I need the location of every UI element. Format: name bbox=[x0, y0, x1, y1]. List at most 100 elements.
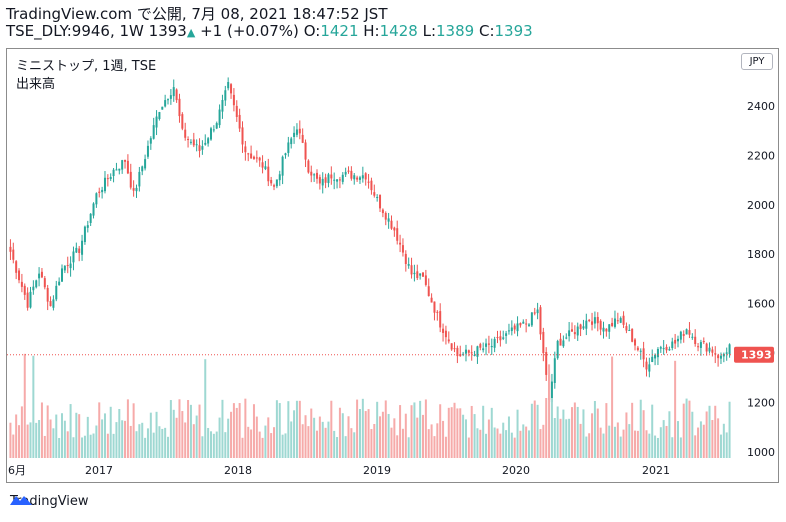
change: +1 (+0.07%) bbox=[200, 22, 299, 40]
x-tick-label: 6月 bbox=[8, 464, 26, 477]
volume-bar bbox=[55, 414, 58, 458]
candle-body bbox=[634, 339, 637, 346]
footer-brand[interactable]: TradingView bbox=[10, 494, 89, 509]
candle-body bbox=[582, 326, 585, 329]
volume-bar bbox=[479, 429, 482, 458]
candle-body bbox=[364, 173, 367, 180]
x-tick-label: 2021 bbox=[642, 464, 670, 477]
candle-body bbox=[195, 144, 198, 146]
candle-body bbox=[679, 331, 682, 340]
volume-bar bbox=[69, 404, 72, 458]
candle-body bbox=[401, 245, 404, 253]
volume-bar bbox=[436, 423, 439, 458]
volume-bar bbox=[293, 410, 296, 458]
candle-body bbox=[688, 330, 691, 335]
volume-bar bbox=[579, 423, 582, 458]
volume-bar bbox=[399, 405, 402, 458]
volume-bar bbox=[550, 398, 553, 458]
volume-bar bbox=[490, 407, 493, 458]
volume-bar bbox=[513, 437, 516, 458]
candle-body bbox=[674, 339, 677, 344]
volume-bar bbox=[35, 422, 38, 458]
tradingview-logo-icon bbox=[10, 496, 32, 505]
y-tick-label: 2400 bbox=[747, 100, 775, 113]
candle-body bbox=[169, 95, 172, 99]
volume-bar bbox=[639, 399, 642, 458]
volume-bar bbox=[261, 437, 264, 458]
volume-bar bbox=[576, 406, 579, 458]
volume-bar bbox=[315, 430, 318, 458]
volume-bar bbox=[367, 409, 370, 458]
volume-bar bbox=[499, 433, 502, 458]
volume-bar bbox=[665, 425, 668, 458]
candle-body bbox=[539, 307, 542, 335]
candle-body bbox=[201, 146, 204, 150]
candle-body bbox=[198, 145, 201, 151]
x-tick-label: 2019 bbox=[363, 464, 391, 477]
volume-bar bbox=[401, 428, 404, 458]
candle-body bbox=[158, 112, 161, 119]
candle-body bbox=[46, 287, 49, 302]
volume-bar bbox=[161, 428, 164, 458]
candle-body bbox=[138, 171, 141, 187]
volume-bar bbox=[676, 421, 679, 458]
candle-body bbox=[72, 251, 75, 263]
volume-bar bbox=[525, 426, 528, 458]
volume-bar bbox=[207, 427, 210, 458]
candle-body bbox=[15, 261, 18, 273]
legend-title: ミニストップ, 1週, TSE bbox=[16, 59, 157, 74]
candle-body bbox=[298, 128, 301, 134]
volume-bar bbox=[453, 402, 456, 458]
volume-bar bbox=[568, 418, 571, 458]
candle-body bbox=[252, 156, 255, 159]
volume-bar bbox=[419, 400, 422, 458]
candle-body bbox=[502, 337, 505, 339]
volume-bar bbox=[178, 399, 181, 458]
candle-body bbox=[373, 192, 376, 196]
volume-bar bbox=[358, 408, 361, 458]
candle-body bbox=[192, 139, 195, 146]
volume-bar bbox=[625, 412, 628, 458]
chart-frame[interactable] bbox=[6, 48, 779, 483]
candle-body bbox=[83, 226, 86, 243]
candle-body bbox=[172, 87, 175, 97]
candle-body bbox=[427, 286, 430, 297]
candle-body bbox=[204, 142, 207, 145]
candle-body bbox=[78, 248, 81, 254]
volume-bar bbox=[507, 416, 510, 458]
currency-badge[interactable]: JPY bbox=[741, 53, 773, 70]
volume-bar bbox=[390, 427, 393, 458]
candle-body bbox=[141, 166, 144, 172]
candle-body bbox=[682, 334, 685, 336]
volume-bar bbox=[23, 353, 26, 458]
volume-bar bbox=[439, 404, 442, 458]
candle-body bbox=[124, 159, 127, 162]
candle-body bbox=[207, 138, 210, 144]
volume-bar bbox=[487, 419, 490, 458]
volume-bar bbox=[410, 405, 413, 458]
candle-body bbox=[29, 291, 32, 308]
volume-bar bbox=[559, 418, 562, 458]
volume-bar bbox=[101, 419, 104, 458]
candle-body bbox=[9, 246, 12, 252]
ohlc-line: TSE_DLY:9946, 1W 1393▲ +1 (+0.07%) O:142… bbox=[6, 23, 533, 41]
publish-info: TradingView.com で公開, 7月 08, 2021 18:47:5… bbox=[6, 5, 388, 23]
candle-body bbox=[278, 174, 281, 181]
volume-bar bbox=[275, 400, 278, 458]
candle-body bbox=[573, 332, 576, 335]
volume-bar bbox=[78, 414, 81, 458]
volume-bar bbox=[347, 416, 350, 458]
volume-bar bbox=[442, 420, 445, 458]
volume-bar bbox=[430, 424, 433, 458]
candle-body bbox=[224, 90, 227, 101]
candle-body bbox=[507, 330, 510, 332]
candle-body bbox=[464, 349, 467, 354]
volume-bar bbox=[58, 437, 61, 458]
volume-bar bbox=[548, 364, 551, 458]
candle-body bbox=[430, 297, 433, 303]
candle-body bbox=[23, 285, 26, 295]
candle-body bbox=[267, 166, 270, 182]
candle-body bbox=[20, 281, 23, 287]
volume-bar bbox=[46, 405, 49, 458]
